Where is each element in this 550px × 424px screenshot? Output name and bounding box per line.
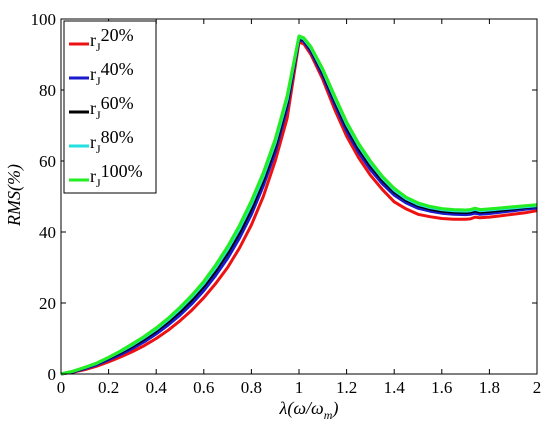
x-tick-label: 1.2 [336,378,357,397]
legend-entry: rJ60% [90,93,134,122]
x-tick-label: 1.8 [479,378,500,397]
x-tick-label: 1.6 [431,378,452,397]
y-tick-label: 80 [39,81,56,100]
legend-box [63,20,157,194]
x-tick-label: 2 [533,378,542,397]
x-tick-label: 0.4 [146,378,168,397]
x-tick-label: 0 [57,378,66,397]
plot-area [60,34,538,376]
legend-entry: rJ100% [90,161,143,190]
series-line-5 [60,34,538,376]
y-axis-label: RMS(%) [4,164,25,227]
legend: rJ20% rJ40% rJ60% rJ80% rJ100% [63,20,157,194]
x-tick-label: 0.2 [98,378,119,397]
x-axis-label: λ(ω/ωm) [279,398,339,422]
legend-entry: rJ80% [90,127,134,156]
y-tick-label: 40 [39,223,56,242]
x-tick-label: 0.8 [241,378,262,397]
y-tick-label: 60 [39,152,56,171]
x-tick-label: 0.6 [193,378,214,397]
y-tick-label: 20 [39,294,56,313]
legend-entry: rJ20% [90,25,134,54]
x-tick-label: 1 [295,378,304,397]
x-tick-label: 1.4 [384,378,406,397]
y-tick-label: 100 [31,10,57,29]
y-tick-label: 0 [48,365,57,384]
legend-entry: rJ40% [90,59,134,88]
